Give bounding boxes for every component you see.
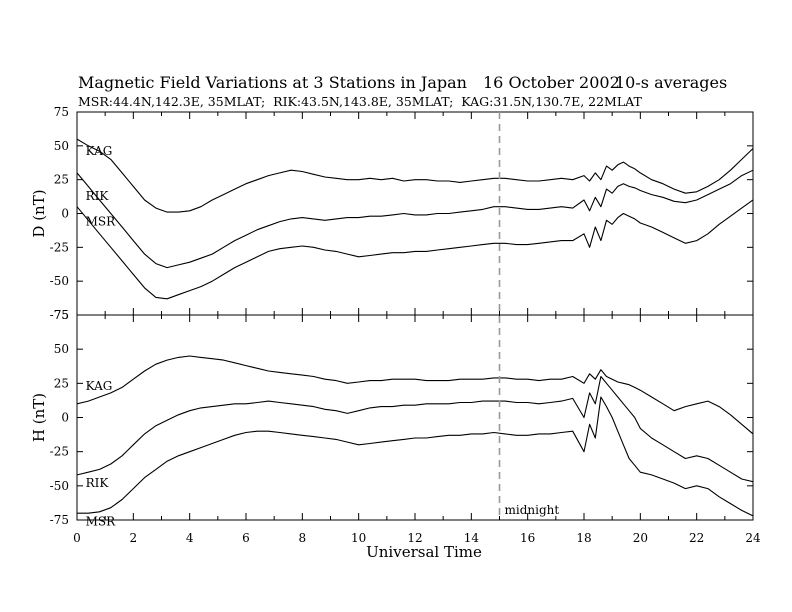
x-tick-label: 14 xyxy=(464,531,480,545)
series-label-rik: RIK xyxy=(86,476,110,490)
x-tick-label: 6 xyxy=(242,531,250,545)
y-axis-label: H (nT) xyxy=(30,393,48,442)
series-kag-line xyxy=(77,138,753,213)
series-label-msr: MSR xyxy=(86,514,117,528)
midnight-annotation: midnight xyxy=(505,503,560,517)
x-axis-label: Universal Time xyxy=(366,543,482,561)
declination-panel: 75 50 25 0 -25 -50 -75 D (nT) KAG RIK MSR xyxy=(30,105,754,322)
x-tick-label: 2 xyxy=(130,531,138,545)
chart-averaging: 10-s averages xyxy=(615,73,727,92)
x-tick-label: 24 xyxy=(745,531,761,545)
y-tick-label: 0 xyxy=(61,411,69,425)
x-tick-label: 16 xyxy=(520,531,535,545)
y-tick-label: 75 xyxy=(54,105,69,119)
panel-frame xyxy=(76,111,754,316)
y-tick-label: -75 xyxy=(50,513,69,527)
series-msr-line xyxy=(77,396,753,517)
station-coordinates: MSR:44.4N,142.3E, 35MLAT; RIK:43.5N,143.… xyxy=(78,94,642,109)
y-tick-label: 50 xyxy=(54,342,69,356)
x-tick-label: 12 xyxy=(407,531,422,545)
y-axis-label: D (nT) xyxy=(30,189,48,237)
y-tick-label: -50 xyxy=(50,479,69,493)
x-tick-label: 18 xyxy=(576,531,591,545)
x-tick-label: 20 xyxy=(633,531,648,545)
x-axis: 0 2 4 6 8 10 12 14 16 18 20 22 24 xyxy=(73,531,761,545)
x-tick-label: 8 xyxy=(299,531,307,545)
series-label-msr: MSR xyxy=(86,215,117,229)
x-tick-label: 4 xyxy=(186,531,194,545)
y-tick-label: -75 xyxy=(50,308,69,322)
y-tick-label: -50 xyxy=(50,274,69,288)
horizontal-panel: 75 50 25 0 -25 -50 -75 H (nT) KAG RIK MSR xyxy=(30,308,754,528)
x-tick-label: 22 xyxy=(689,531,704,545)
series-rik-line xyxy=(77,169,753,269)
chart-date: 16 October 2002 xyxy=(483,73,620,92)
series-kag-line xyxy=(77,355,753,435)
x-tick-label: 0 xyxy=(73,531,81,545)
y-tick-label: 25 xyxy=(54,376,69,390)
y-tick-label: -25 xyxy=(50,240,69,254)
y-tick-label: -25 xyxy=(50,445,69,459)
series-label-kag: KAG xyxy=(86,379,113,393)
chart-title: Magnetic Field Variations at 3 Stations … xyxy=(78,73,467,92)
series-label-kag: KAG xyxy=(86,144,113,158)
x-tick-label: 10 xyxy=(351,531,366,545)
y-tick-label: 75 xyxy=(54,308,69,322)
y-tick-label: 0 xyxy=(61,207,69,221)
series-label-rik: RIK xyxy=(86,189,110,203)
panel-frame xyxy=(76,314,754,521)
series-msr-line xyxy=(77,199,753,300)
series-rik-line xyxy=(77,375,753,483)
y-tick-label: 25 xyxy=(54,173,69,187)
y-tick-label: 50 xyxy=(54,139,69,153)
